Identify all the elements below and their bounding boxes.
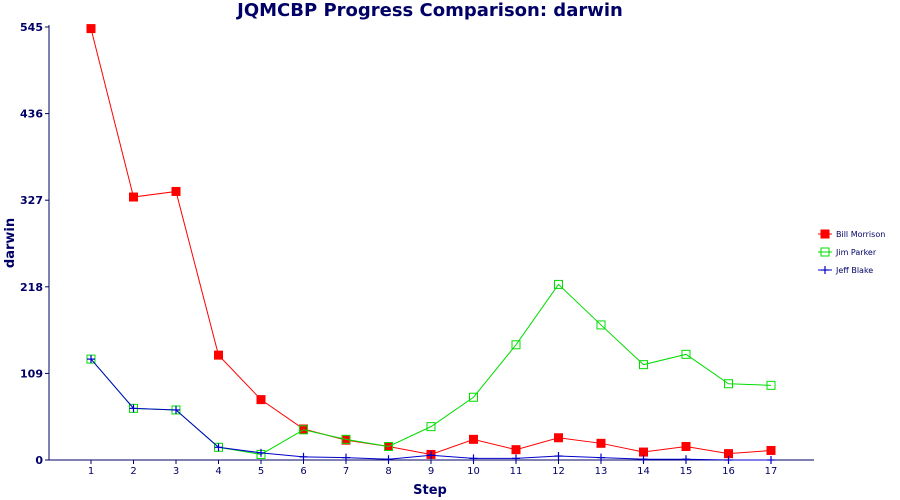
x-tick-label: 14 (637, 466, 650, 477)
data-point-bill-morrison (681, 441, 691, 451)
data-point-jeff-blake (342, 453, 350, 462)
data-point-jeff-blake (257, 448, 265, 457)
data-point-jeff-blake (469, 454, 478, 463)
y-tick-label: 327 (20, 194, 43, 207)
data-point-jim-parker (596, 320, 606, 330)
data-point-jim-parker (469, 392, 478, 402)
data-point-jeff-blake (512, 454, 520, 463)
series-line-jeff-blake (90, 358, 771, 461)
legend-label: Jeff Blake (835, 266, 873, 275)
x-tick-label: 8 (385, 466, 391, 477)
data-point-jim-parker (724, 379, 733, 389)
data-point-bill-morrison (596, 438, 606, 448)
x-tick-label: 12 (552, 466, 565, 477)
data-point-jim-parker (554, 279, 563, 289)
x-tick-label: 2 (130, 466, 136, 477)
x-tick-label: 17 (765, 466, 778, 477)
x-tick-label: 15 (680, 466, 693, 477)
x-tick-label: 5 (258, 466, 264, 477)
y-tick-label: 545 (20, 21, 43, 34)
series-line-jim-parker (90, 283, 772, 455)
data-point-jim-parker (766, 380, 776, 390)
x-tick-label: 1 (88, 466, 94, 477)
y-tick-label: 218 (20, 281, 43, 294)
data-point-bill-morrison (256, 395, 266, 405)
x-tick-label: 9 (428, 466, 434, 477)
x-axis-title: Step (413, 483, 447, 498)
data-point-jeff-blake (597, 453, 605, 462)
data-point-jeff-blake (87, 355, 95, 364)
data-point-jeff-blake (427, 451, 435, 460)
x-tick-label: 3 (173, 466, 179, 477)
data-point-jim-parker (426, 422, 436, 432)
data-point-jeff-blake (384, 455, 393, 464)
data-point-bill-morrison (129, 192, 138, 202)
series-bill-morrison (86, 24, 776, 459)
data-point-jeff-blake (299, 452, 308, 461)
series-jeff-blake (87, 355, 775, 464)
legend-label: Jim Parker (835, 248, 877, 257)
data-point-bill-morrison (171, 186, 181, 196)
y-tick-label: 436 (20, 108, 43, 121)
legend-marker (820, 247, 830, 257)
data-point-bill-morrison (766, 445, 776, 455)
data-point-bill-morrison (214, 350, 223, 360)
data-point-bill-morrison (469, 434, 478, 444)
series-lines (86, 24, 776, 464)
data-point-jim-parker (639, 360, 648, 370)
x-tick-label: 13 (595, 466, 608, 477)
legend-label: Bill Morrison (836, 230, 885, 239)
data-point-jeff-blake (129, 404, 138, 413)
y-tick-label: 109 (20, 367, 43, 380)
data-point-bill-morrison (639, 447, 648, 457)
data-point-jeff-blake (682, 455, 690, 464)
x-tick-label: 7 (343, 466, 349, 477)
series-jim-parker (86, 279, 776, 459)
x-tick-label: 11 (510, 466, 523, 477)
data-point-jim-parker (341, 434, 351, 444)
data-point-jeff-blake (554, 452, 563, 461)
legend: Bill Morrison Jim Parker Jeff Blake (818, 229, 885, 275)
legend-item-jim-parker: Jim Parker (818, 247, 877, 257)
legend-item-jeff-blake: Jeff Blake (818, 266, 873, 275)
x-tick-label: 6 (300, 466, 306, 477)
series-line-bill-morrison (90, 28, 772, 455)
data-point-jeff-blake (724, 456, 733, 464)
data-point-jeff-blake (172, 405, 180, 414)
chart-title: JQMCBP Progress Comparison: darwin (237, 0, 623, 21)
data-point-jeff-blake (767, 456, 775, 464)
y-axis-title: darwin (3, 218, 18, 268)
legend-marker (821, 266, 829, 274)
y-tick-label: 0 (35, 454, 43, 467)
x-tick-label: 4 (215, 466, 221, 477)
x-tick-label: 16 (722, 466, 735, 477)
data-point-bill-morrison (554, 433, 563, 443)
data-point-jim-parker (681, 349, 691, 359)
data-point-jeff-blake (639, 455, 648, 464)
data-point-bill-morrison (511, 445, 521, 455)
legend-marker (820, 229, 830, 239)
data-point-bill-morrison (86, 24, 96, 34)
x-tick-label: 10 (467, 466, 480, 477)
data-point-jeff-blake (214, 443, 223, 452)
legend-item-bill-morrison: Bill Morrison (818, 229, 885, 239)
data-point-jim-parker (384, 441, 393, 451)
data-point-jim-parker (299, 425, 308, 435)
data-point-jim-parker (511, 340, 521, 350)
